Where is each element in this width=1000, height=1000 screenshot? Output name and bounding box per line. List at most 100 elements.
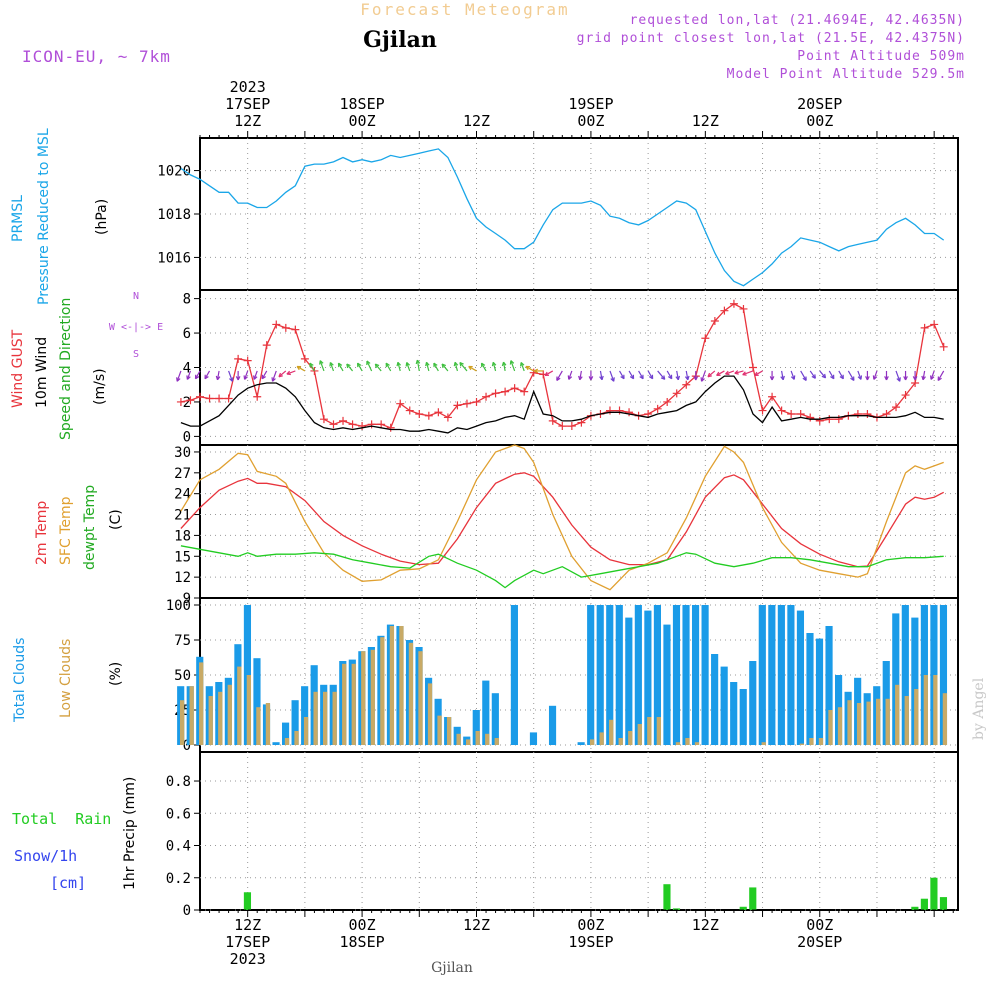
clouds-bar-total-clouds bbox=[720, 666, 728, 745]
gust-point bbox=[911, 379, 920, 387]
gust-point bbox=[710, 317, 719, 325]
wind-barb-head bbox=[296, 365, 302, 371]
clouds-bar-low-clouds bbox=[904, 696, 909, 745]
gust-point bbox=[272, 320, 281, 329]
clouds-bar-low-clouds bbox=[322, 691, 328, 745]
wind-barb bbox=[397, 362, 401, 372]
wind-barb-head bbox=[872, 375, 878, 380]
wind-barb bbox=[647, 370, 654, 380]
wind-barb-head bbox=[235, 376, 241, 381]
gust-point bbox=[243, 356, 252, 365]
wind-barb bbox=[278, 370, 287, 378]
wind-barb-head bbox=[556, 376, 561, 381]
chart-title: Forecast Meteogram bbox=[360, 0, 569, 19]
wind-barb-head bbox=[850, 376, 855, 381]
top-time-label: 12Z bbox=[234, 112, 261, 130]
bottom-time-label: 12Z bbox=[692, 916, 719, 934]
clouds-bar-low-clouds bbox=[208, 696, 213, 745]
clouds-bar-low-clouds bbox=[370, 649, 375, 745]
gust-point bbox=[749, 363, 758, 372]
clouds-bar-low-clouds bbox=[694, 742, 700, 745]
gust-point bbox=[548, 416, 557, 425]
clouds-bar-low-clouds bbox=[399, 626, 404, 745]
wind-barb-head bbox=[567, 375, 573, 380]
clouds-bar-low-clouds bbox=[933, 675, 938, 745]
wind-barb-head bbox=[468, 365, 473, 371]
wind-series-10m-wind bbox=[180, 375, 944, 434]
compass-south: S bbox=[133, 349, 139, 360]
clouds-bar-low-clouds bbox=[494, 738, 499, 745]
gust-point bbox=[339, 416, 348, 425]
gust-point bbox=[405, 406, 414, 415]
clouds-bar-low-clouds bbox=[599, 732, 604, 745]
clouds-bar-total-clouds bbox=[529, 732, 538, 745]
footer-city: Gjilan bbox=[431, 960, 473, 976]
gust-point bbox=[720, 306, 729, 315]
wind-barb-head bbox=[186, 375, 191, 380]
clouds-bar-total-clouds bbox=[911, 617, 919, 745]
gust-point bbox=[434, 408, 443, 417]
wind-barb bbox=[319, 360, 325, 372]
clouds-bar-low-clouds bbox=[303, 717, 309, 745]
compass-north: N bbox=[133, 291, 139, 302]
pressure-label-1: PRMSL bbox=[10, 195, 26, 242]
precip-bar-total-rain bbox=[749, 887, 757, 910]
gust-point bbox=[796, 410, 805, 418]
pressure-frame bbox=[199, 137, 959, 291]
top-time-label: 00Z bbox=[349, 112, 376, 130]
wind-barb-head bbox=[754, 371, 759, 377]
wind-barb bbox=[374, 363, 382, 372]
wind-barb-head bbox=[912, 376, 918, 381]
wind-barb bbox=[828, 370, 835, 380]
gust-point bbox=[567, 422, 576, 431]
clouds-bar-low-clouds bbox=[914, 689, 919, 745]
clouds-bar-total-clouds bbox=[939, 605, 948, 745]
wind-gust-label: Wind GUST bbox=[10, 329, 26, 408]
wind-barb bbox=[657, 370, 666, 380]
precip-ytick-label: 0.4 bbox=[166, 839, 191, 855]
clouds-bar-low-clouds bbox=[427, 683, 433, 745]
pressure-series-prmsl bbox=[180, 148, 945, 287]
clouds-bar-total-clouds bbox=[587, 605, 595, 745]
gust-point bbox=[939, 342, 948, 351]
pressure-ytick-label: 1020 bbox=[157, 164, 191, 180]
clouds-bar-low-clouds bbox=[389, 626, 395, 745]
wind-barb-head bbox=[533, 368, 539, 374]
wind-barb-head bbox=[930, 375, 935, 380]
wind-barb bbox=[809, 370, 816, 379]
wind-barb-head bbox=[578, 375, 583, 381]
rain-label: Total Rain bbox=[12, 810, 111, 828]
wind-barb-head bbox=[857, 375, 863, 380]
clouds-bar-low-clouds bbox=[342, 663, 347, 745]
wind-10m-label: 10m Wind bbox=[34, 337, 50, 408]
clouds-bar-total-clouds bbox=[892, 613, 900, 745]
gust-point bbox=[472, 397, 481, 406]
gust-point bbox=[853, 410, 862, 418]
clouds-bar-total-clouds bbox=[787, 605, 795, 745]
pressure-ytick-label: 1016 bbox=[157, 250, 191, 266]
wind-barb-head bbox=[396, 361, 402, 367]
wind-barb-head bbox=[520, 362, 525, 367]
clouds-bar-total-clouds bbox=[701, 605, 709, 745]
clouds-bar-total-clouds bbox=[758, 605, 766, 745]
gust-point bbox=[386, 423, 395, 432]
wind-barb-head bbox=[204, 374, 209, 380]
wind-barb bbox=[922, 370, 926, 380]
wind-ytick-label: 4 bbox=[183, 361, 191, 377]
gust-point bbox=[319, 415, 328, 424]
wind-barb-head bbox=[742, 371, 747, 376]
wind-barb bbox=[309, 362, 315, 372]
wind-barb-head bbox=[319, 360, 324, 365]
wind-barb-head bbox=[693, 376, 699, 381]
clouds-bar-low-clouds bbox=[799, 743, 805, 745]
wind-barb bbox=[357, 362, 363, 372]
top-time-label: 2023 bbox=[230, 78, 266, 96]
wind-barb-head bbox=[811, 374, 816, 379]
wind-barb bbox=[176, 370, 182, 382]
gust-point bbox=[777, 406, 786, 415]
clouds-bar-total-clouds bbox=[672, 605, 681, 745]
clouds-bar-low-clouds bbox=[418, 651, 423, 745]
wind-barb-head bbox=[271, 377, 276, 382]
clouds-bar-low-clouds bbox=[818, 738, 824, 745]
